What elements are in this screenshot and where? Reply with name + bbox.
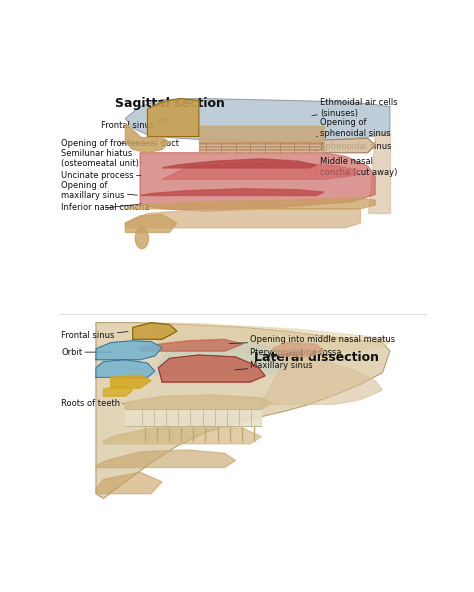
Polygon shape [140,323,390,353]
Polygon shape [125,409,261,426]
Polygon shape [324,139,375,153]
Polygon shape [125,99,390,142]
Text: Inferior nasal concha: Inferior nasal concha [61,203,150,213]
Polygon shape [125,209,360,228]
Text: Opening into middle nasal meatus: Opening into middle nasal meatus [229,335,395,345]
Text: Frontal sinus: Frontal sinus [101,119,170,130]
Polygon shape [125,214,177,233]
Polygon shape [261,355,383,404]
Polygon shape [96,341,162,360]
Text: Lateral dissection: Lateral dissection [254,351,379,364]
Text: Ethmoidal air cells
(sinuses): Ethmoidal air cells (sinuses) [312,98,398,118]
Polygon shape [151,342,294,375]
Polygon shape [162,162,360,179]
Text: Uncinate process: Uncinate process [61,171,141,180]
Polygon shape [125,198,375,209]
Polygon shape [147,99,199,137]
Text: Opening of frontonasal duct: Opening of frontonasal duct [61,139,179,148]
Polygon shape [199,126,324,142]
Polygon shape [140,189,324,195]
Polygon shape [96,323,390,498]
Polygon shape [96,360,155,377]
Text: Opening of
maxillary sinus: Opening of maxillary sinus [61,181,137,201]
Text: Opening of
sphenoidal sinus: Opening of sphenoidal sinus [316,118,391,138]
Polygon shape [158,355,265,382]
Polygon shape [140,339,243,351]
Polygon shape [103,426,261,444]
Text: Maxillary sinus: Maxillary sinus [235,361,313,370]
Polygon shape [272,343,324,357]
Text: Middle nasal
concha (cut away): Middle nasal concha (cut away) [316,157,397,176]
Polygon shape [368,134,390,214]
Polygon shape [103,385,133,396]
Text: Semilunar hiatus
(osteomeatal unit): Semilunar hiatus (osteomeatal unit) [61,149,142,168]
Text: Roots of teeth: Roots of teeth [61,399,124,408]
Polygon shape [199,142,324,153]
Text: Frontal sinus: Frontal sinus [61,332,128,340]
Polygon shape [110,375,151,388]
Polygon shape [96,450,236,468]
Polygon shape [133,323,177,339]
Text: Sphenoidal sinus: Sphenoidal sinus [316,141,392,151]
Ellipse shape [135,228,148,249]
Text: Sagittal section: Sagittal section [115,97,224,110]
Polygon shape [96,472,162,494]
Text: Orbit: Orbit [61,348,113,356]
Polygon shape [125,395,272,409]
Polygon shape [162,159,316,168]
Polygon shape [125,123,169,153]
Text: Pterygopalatine fossa: Pterygopalatine fossa [250,348,342,356]
Polygon shape [140,153,375,211]
